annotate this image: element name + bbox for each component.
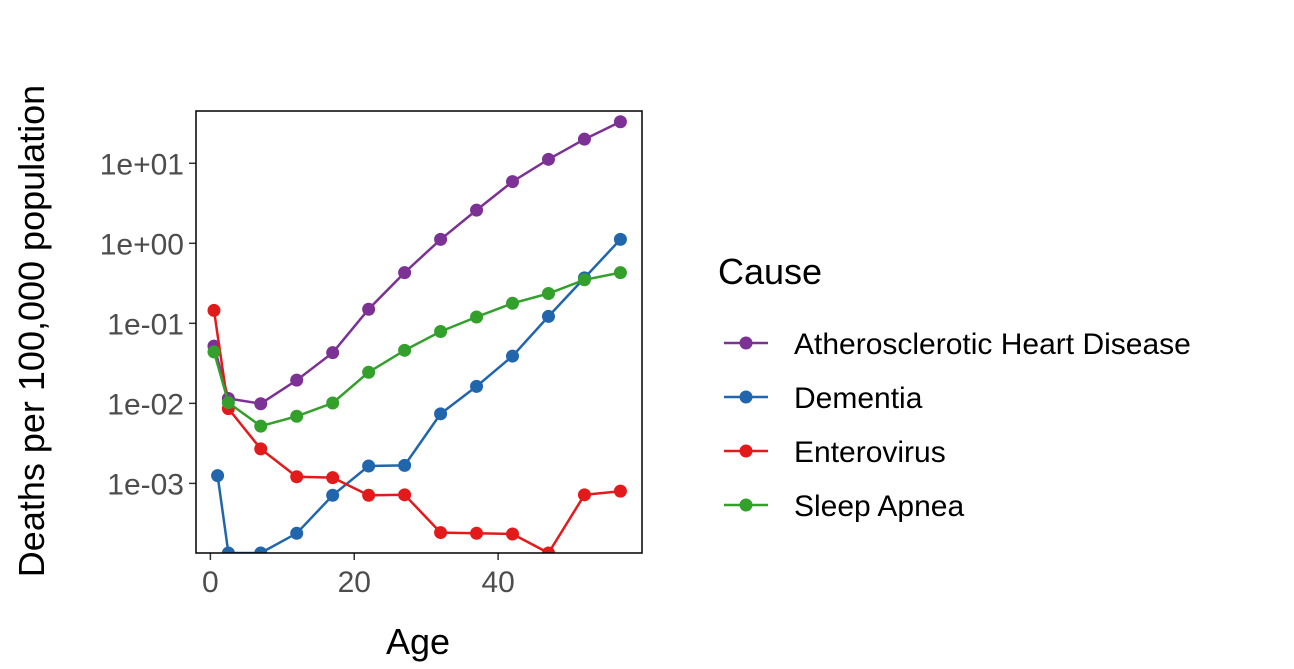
data-point-enterovirus <box>434 526 448 540</box>
data-point-dementia <box>470 379 484 393</box>
data-point-enterovirus <box>207 303 221 317</box>
data-point-dementia <box>398 458 412 472</box>
x-axis-ticks: 0 20 40 <box>202 553 515 599</box>
y-axis-ticks: 1e+01 1e+00 1e-01 1e-02 1e-03 <box>100 148 196 501</box>
y-tick-label: 1e-02 <box>107 388 184 421</box>
legend-item-enterovirus: Enterovirus <box>724 436 946 469</box>
data-point-atherosclerotic-heart-disease <box>470 203 484 217</box>
data-point-enterovirus <box>398 488 412 502</box>
y-tick-label: 1e-03 <box>107 468 184 501</box>
data-point-atherosclerotic-heart-disease <box>613 115 627 129</box>
data-point-sleep-apnea <box>290 409 304 423</box>
data-point-atherosclerotic-heart-disease <box>290 373 304 387</box>
data-point-dementia <box>326 488 340 502</box>
data-point-dementia <box>221 546 235 553</box>
data-point-enterovirus <box>326 471 340 485</box>
legend-item-sleep-apnea: Sleep Apnea <box>724 490 964 523</box>
series-line-enterovirus <box>212 310 621 553</box>
data-point-sleep-apnea <box>254 419 268 433</box>
data-point-atherosclerotic-heart-disease <box>541 152 555 166</box>
data-point-sleep-apnea <box>434 325 448 339</box>
y-axis-label: Deaths per 100,000 population <box>11 85 52 577</box>
data-point-atherosclerotic-heart-disease <box>254 397 268 411</box>
panel-border <box>195 110 643 554</box>
data-point-sleep-apnea <box>398 343 412 357</box>
legend-label: Enterovirus <box>794 436 946 469</box>
data-point-dementia <box>211 469 225 483</box>
data-point-enterovirus <box>254 442 268 456</box>
legend: Cause Atherosclerotic Heart Disease Demen… <box>718 251 1191 523</box>
data-point-dementia <box>613 232 627 246</box>
legend-label: Sleep Apnea <box>794 490 964 523</box>
y-tick-label: 1e+01 <box>100 148 184 181</box>
data-point-dementia <box>290 526 304 540</box>
data-point-dementia <box>362 459 376 473</box>
series-line-dementia <box>216 238 622 553</box>
data-point-dementia <box>434 407 448 421</box>
data-point-sleep-apnea <box>541 286 555 300</box>
data-point-enterovirus <box>613 484 627 498</box>
y-tick-label: 1e+00 <box>100 228 184 261</box>
legend-key-point <box>739 498 753 512</box>
data-point-sleep-apnea <box>577 273 591 287</box>
data-point-enterovirus <box>470 526 484 540</box>
data-point-atherosclerotic-heart-disease <box>434 232 448 246</box>
legend-label: Dementia <box>794 382 923 415</box>
data-point-sleep-apnea <box>613 266 627 280</box>
data-point-enterovirus <box>577 488 591 502</box>
data-point-sleep-apnea <box>326 396 340 410</box>
legend-item-atherosclerotic-heart-disease: Atherosclerotic Heart Disease <box>724 328 1191 361</box>
y-tick-label: 1e-01 <box>107 308 184 341</box>
x-axis-label: Age <box>386 621 450 662</box>
data-point-atherosclerotic-heart-disease <box>577 132 591 146</box>
data-point-sleep-apnea <box>207 345 221 359</box>
data-point-enterovirus <box>506 527 520 541</box>
legend-item-dementia: Dementia <box>724 382 923 415</box>
data-point-enterovirus <box>362 488 376 502</box>
legend-key-point <box>739 444 753 458</box>
x-tick-label: 20 <box>338 566 371 599</box>
data-point-sleep-apnea <box>362 365 376 379</box>
plot-area <box>207 115 627 553</box>
data-point-dementia <box>541 309 555 323</box>
legend-key-point <box>739 390 753 404</box>
data-point-atherosclerotic-heart-disease <box>506 175 520 189</box>
data-point-sleep-apnea <box>470 310 484 324</box>
data-point-atherosclerotic-heart-disease <box>362 302 376 316</box>
x-tick-label: 0 <box>202 566 219 599</box>
data-point-atherosclerotic-heart-disease <box>398 266 412 280</box>
legend-key-point <box>739 336 753 350</box>
data-point-sleep-apnea <box>221 396 235 410</box>
data-point-enterovirus <box>541 546 555 553</box>
series-line-atherosclerotic-heart-disease <box>212 120 621 406</box>
series-line-sleep-apnea <box>212 271 621 428</box>
data-point-enterovirus <box>290 470 304 484</box>
legend-label: Atherosclerotic Heart Disease <box>794 328 1191 361</box>
data-point-sleep-apnea <box>506 296 520 310</box>
data-point-atherosclerotic-heart-disease <box>326 346 340 360</box>
x-tick-label: 40 <box>481 566 514 599</box>
data-point-dementia <box>506 349 520 363</box>
legend-title: Cause <box>718 251 822 292</box>
data-point-dementia <box>254 546 268 553</box>
